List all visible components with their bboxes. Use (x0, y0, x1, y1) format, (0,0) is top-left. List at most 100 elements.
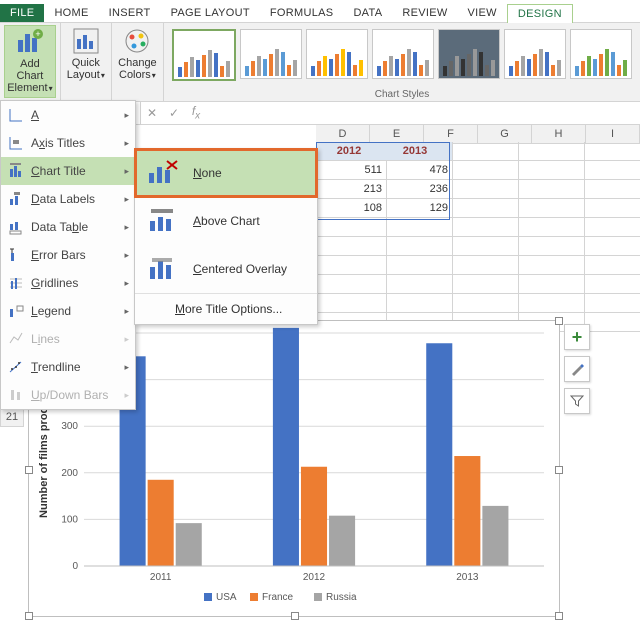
menu-data-labels[interactable]: Data Labels▸ (1, 185, 135, 213)
cell[interactable] (448, 294, 519, 313)
cell[interactable] (580, 256, 640, 275)
chart-side-buttons: + (564, 324, 590, 414)
tab-pagelayout[interactable]: PAGE LAYOUT (161, 4, 260, 22)
axes-icon (7, 106, 25, 124)
chart-title-above[interactable]: Above Chart (135, 197, 317, 245)
cell[interactable] (514, 275, 585, 294)
col-header-H[interactable]: H (532, 124, 586, 144)
chart-style-3[interactable] (306, 29, 368, 79)
cell[interactable] (514, 180, 585, 199)
chart-styles-button[interactable] (564, 356, 590, 382)
gridlines-icon (7, 274, 25, 292)
cell[interactable] (580, 237, 640, 256)
data-labels-icon (7, 190, 25, 208)
cell[interactable] (448, 180, 519, 199)
chart-title-more-options[interactable]: More Title Options... (135, 293, 317, 324)
updown-icon (7, 386, 25, 404)
quick-layout-icon (72, 27, 100, 55)
menu-data-table[interactable]: Data Table▸ (1, 213, 135, 241)
cell[interactable] (580, 161, 640, 180)
cancel-icon[interactable]: ✕ (141, 106, 163, 120)
chart-style-7[interactable] (570, 29, 632, 79)
quick-layout-button[interactable]: Quick Layout▾ (65, 25, 107, 84)
above-chart-icon (145, 207, 181, 235)
cell[interactable] (382, 237, 453, 256)
cell[interactable] (514, 199, 585, 218)
chart-filter-button[interactable] (564, 388, 590, 414)
cell[interactable] (316, 275, 387, 294)
cell[interactable] (448, 218, 519, 237)
tab-view[interactable]: VIEW (458, 4, 507, 22)
quick-layout-label: Quick Layout▾ (67, 57, 105, 82)
menu-axis-titles[interactable]: Axis Titles▸ (1, 129, 135, 157)
cell[interactable] (382, 294, 453, 313)
tab-data[interactable]: DATA (343, 4, 392, 22)
change-colors-button[interactable]: Change Colors▾ (116, 25, 159, 84)
col-header-E[interactable]: E (370, 124, 424, 144)
cell[interactable] (316, 256, 387, 275)
axis-titles-icon (7, 134, 25, 152)
col-header-G[interactable]: G (478, 124, 532, 144)
cell[interactable] (514, 294, 585, 313)
cell[interactable] (382, 218, 453, 237)
add-chart-element-button[interactable]: + Add Chart Element▾ (4, 25, 56, 98)
cell[interactable] (448, 161, 519, 180)
chart-title-none[interactable]: None (135, 149, 317, 197)
cell[interactable] (448, 256, 519, 275)
cell[interactable] (580, 275, 640, 294)
chart-style-6[interactable] (504, 29, 566, 79)
enter-icon[interactable]: ✓ (163, 106, 185, 120)
tab-file[interactable]: FILE (0, 4, 44, 22)
cell[interactable] (514, 218, 585, 237)
col-header-D[interactable]: D (316, 124, 370, 144)
cell[interactable] (382, 275, 453, 294)
tab-design[interactable]: DESIGN (507, 4, 573, 23)
menu-trendline[interactable]: Trendline▸ (1, 353, 135, 381)
cell[interactable] (514, 237, 585, 256)
col-header-F[interactable]: F (424, 124, 478, 144)
cell[interactable] (514, 142, 585, 161)
legend-icon (7, 302, 25, 320)
chart-style-5[interactable] (438, 29, 500, 79)
lines-icon (7, 330, 25, 348)
menu-error-bars[interactable]: Error Bars▸ (1, 241, 135, 269)
tab-formulas[interactable]: FORMULAS (260, 4, 344, 22)
cell[interactable] (580, 199, 640, 218)
cell[interactable] (580, 180, 640, 199)
cell[interactable] (448, 199, 519, 218)
error-bars-icon (7, 246, 25, 264)
cell[interactable] (316, 294, 387, 313)
column-headers: DEFGHI (316, 124, 640, 144)
cell[interactable] (580, 294, 640, 313)
col-header-I[interactable]: I (586, 124, 640, 144)
tab-review[interactable]: REVIEW (392, 4, 457, 22)
cell[interactable] (448, 142, 519, 161)
chart-style-1[interactable] (172, 29, 236, 81)
menu-axes[interactable]: A▸ (1, 101, 135, 129)
cell[interactable] (514, 256, 585, 275)
chart-style-2[interactable] (240, 29, 302, 79)
tab-insert[interactable]: INSERT (99, 4, 161, 22)
cell[interactable] (514, 161, 585, 180)
cell[interactable] (580, 218, 640, 237)
cell[interactable] (448, 275, 519, 294)
row-header-21[interactable]: 21 (0, 408, 24, 427)
cell[interactable] (316, 218, 387, 237)
menu-gridlines[interactable]: Gridlines▸ (1, 269, 135, 297)
fx-icon[interactable]: fx (185, 104, 207, 121)
tab-home[interactable]: HOME (44, 4, 98, 22)
menu-legend[interactable]: Legend▸ (1, 297, 135, 325)
cell[interactable] (580, 142, 640, 161)
svg-text:2013: 2013 (456, 572, 479, 583)
data-table-icon (7, 218, 25, 236)
cell[interactable] (316, 237, 387, 256)
change-colors-icon (123, 27, 151, 55)
chart-style-4[interactable] (372, 29, 434, 79)
chart-title-centered[interactable]: Centered Overlay (135, 245, 317, 293)
cell[interactable] (382, 256, 453, 275)
selection-box (316, 142, 450, 220)
chart-elements-button[interactable]: + (564, 324, 590, 350)
menu-lines: Lines▸ (1, 325, 135, 353)
cell[interactable] (448, 237, 519, 256)
menu-chart-title[interactable]: Chart Title▸ (1, 157, 135, 185)
